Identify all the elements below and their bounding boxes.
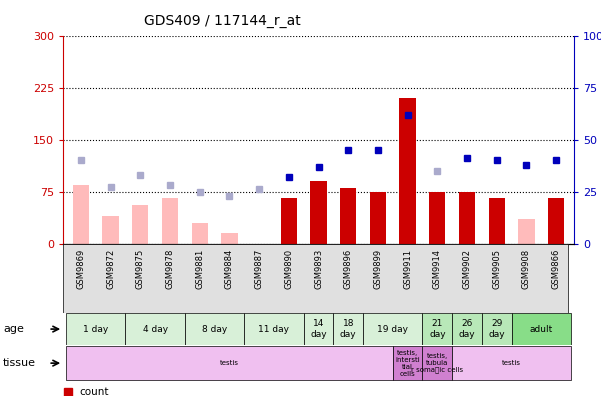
Text: 8 day: 8 day (202, 325, 227, 333)
Bar (162, 198, 178, 244)
Text: adult: adult (529, 325, 553, 333)
Bar (459, 192, 475, 244)
Text: GSM9905: GSM9905 (492, 249, 501, 289)
Bar (192, 223, 208, 244)
Text: GSM9896: GSM9896 (344, 249, 353, 289)
Text: GSM9890: GSM9890 (284, 249, 293, 289)
Text: GSM9881: GSM9881 (195, 249, 204, 289)
Bar (518, 219, 535, 244)
Text: testis: testis (502, 360, 521, 366)
Text: GSM9869: GSM9869 (76, 249, 85, 289)
Bar (489, 198, 505, 244)
Text: GSM9908: GSM9908 (522, 249, 531, 289)
Text: 18
day: 18 day (340, 320, 356, 339)
FancyBboxPatch shape (304, 314, 334, 345)
FancyBboxPatch shape (66, 346, 393, 380)
Text: 11 day: 11 day (258, 325, 290, 333)
Text: GSM9899: GSM9899 (373, 249, 382, 289)
Text: tissue: tissue (3, 358, 36, 368)
Text: GSM9902: GSM9902 (463, 249, 472, 289)
FancyBboxPatch shape (363, 314, 423, 345)
Bar (340, 188, 356, 244)
Text: testis: testis (220, 360, 239, 366)
Text: GSM9887: GSM9887 (255, 249, 264, 289)
Bar (132, 206, 148, 244)
Text: 4 day: 4 day (142, 325, 168, 333)
FancyBboxPatch shape (66, 314, 126, 345)
Text: 19 day: 19 day (377, 325, 408, 333)
Text: 1 day: 1 day (83, 325, 108, 333)
Bar (429, 192, 445, 244)
FancyBboxPatch shape (511, 314, 571, 345)
FancyBboxPatch shape (393, 346, 423, 380)
Text: 29
day: 29 day (489, 320, 505, 339)
Bar (102, 216, 119, 244)
FancyBboxPatch shape (452, 346, 571, 380)
Text: testis,
tubula
r soma	ic cells: testis, tubula r soma ic cells (411, 353, 463, 373)
FancyBboxPatch shape (482, 314, 511, 345)
Text: GSM9866: GSM9866 (552, 249, 561, 289)
FancyBboxPatch shape (244, 314, 304, 345)
Bar (310, 181, 327, 244)
Text: 21
day: 21 day (429, 320, 446, 339)
Bar (548, 198, 564, 244)
Text: 14
day: 14 day (310, 320, 327, 339)
FancyBboxPatch shape (126, 314, 185, 345)
Bar (400, 98, 416, 244)
Text: GSM9875: GSM9875 (136, 249, 145, 289)
Text: age: age (3, 324, 24, 334)
Text: GSM9893: GSM9893 (314, 249, 323, 289)
Bar (281, 198, 297, 244)
Bar (221, 233, 237, 244)
Bar (429, 195, 445, 244)
Text: GSM9914: GSM9914 (433, 249, 442, 289)
Text: GSM9884: GSM9884 (225, 249, 234, 289)
Text: GDS409 / 117144_r_at: GDS409 / 117144_r_at (144, 14, 300, 28)
Text: count: count (79, 387, 109, 396)
Bar (370, 192, 386, 244)
Text: testis,
intersti
tial
cells: testis, intersti tial cells (395, 350, 420, 377)
Text: 26
day: 26 day (459, 320, 475, 339)
FancyBboxPatch shape (423, 314, 452, 345)
FancyBboxPatch shape (423, 346, 452, 380)
FancyBboxPatch shape (452, 314, 482, 345)
Text: GSM9878: GSM9878 (165, 249, 174, 289)
FancyBboxPatch shape (63, 244, 568, 313)
Text: GSM9872: GSM9872 (106, 249, 115, 289)
FancyBboxPatch shape (334, 314, 363, 345)
FancyBboxPatch shape (185, 314, 244, 345)
Bar (73, 185, 89, 244)
Text: GSM9911: GSM9911 (403, 249, 412, 289)
